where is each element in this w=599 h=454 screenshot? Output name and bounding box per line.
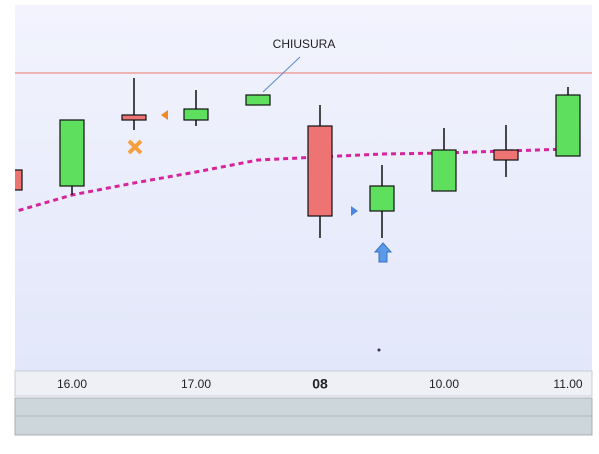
- signal-triangle: [351, 206, 358, 216]
- x-axis: 16.00 17.00 08 10.00 11.00: [57, 376, 583, 392]
- x-tick-label: 08: [312, 376, 328, 392]
- candle-body: [431, 149, 457, 192]
- candle-body: [15, 169, 23, 191]
- signal-triangle: [161, 110, 168, 120]
- signal-arrow: [373, 242, 393, 263]
- candle-body: [121, 114, 147, 121]
- x-tick-label: 10.00: [429, 377, 459, 391]
- candle-body: [493, 149, 519, 161]
- x-tick-label: 16.00: [57, 377, 87, 391]
- candle-body: [59, 119, 85, 187]
- annotation: CHIUSURA: [273, 37, 336, 51]
- signal-cross: [127, 139, 143, 155]
- candle-body: [183, 108, 209, 121]
- candle-body: [307, 125, 333, 217]
- candle-body: [555, 94, 581, 157]
- plot: [15, 72, 592, 238]
- annotation-arrow: [262, 56, 301, 93]
- x-tick-label: 11.00: [553, 377, 582, 391]
- x-tick-label: 17.00: [181, 377, 211, 391]
- plot-area: [15, 5, 592, 371]
- x-axis-band: [14, 370, 593, 397]
- candle-body: [369, 185, 395, 212]
- candle-body: [245, 94, 271, 106]
- dot: [377, 348, 381, 352]
- moving-average: [15, 147, 569, 214]
